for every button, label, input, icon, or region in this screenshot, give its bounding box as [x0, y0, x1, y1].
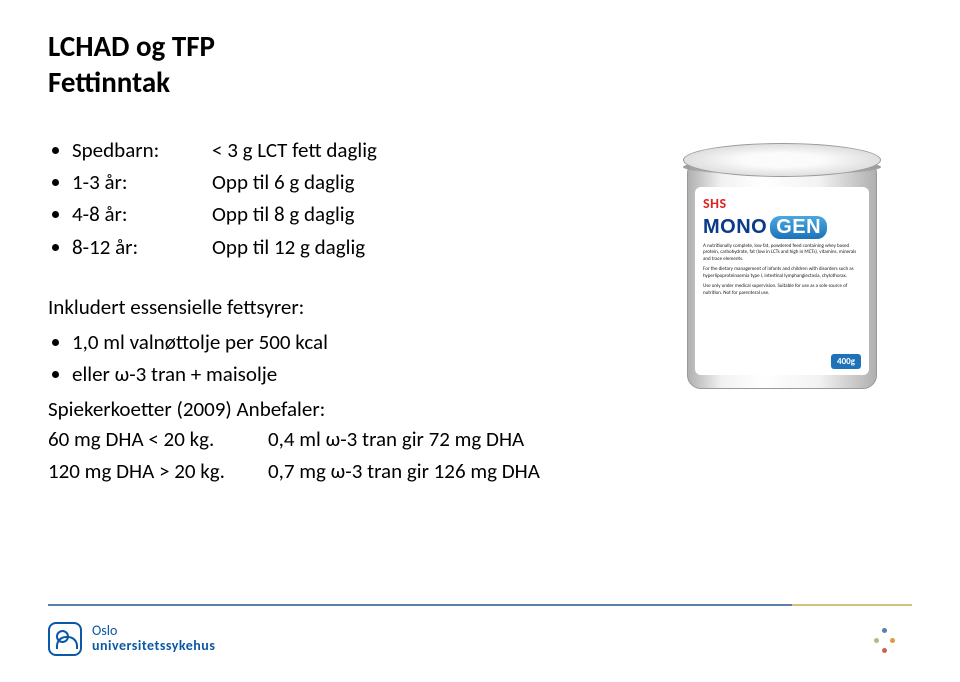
product-name-prefix: MONO [703, 216, 767, 238]
list-item: Spedbarn:< 3 g LCT fett daglig [72, 135, 632, 165]
dha-right: 0,7 mg ω-3 tran gir 126 mg DHA [268, 456, 540, 486]
footer-dots-icon [872, 626, 902, 656]
product-blurb: Use only under medical supervision. Suit… [703, 283, 861, 296]
reference-line: Spiekerkoetter (2009) Anbefaler: [48, 394, 632, 424]
list-item: 8-12 år:Opp til 12 g daglig [72, 232, 632, 262]
can-lid [683, 143, 881, 177]
slide: LCHAD og TFP Fettinntak Spedbarn:< 3 g L… [0, 0, 960, 682]
essential-bullets: 1,0 ml valnøttolje per 500 kcal eller ω-… [48, 327, 632, 390]
dot-icon [882, 628, 887, 633]
list-item: 4-8 år:Opp til 8 g daglig [72, 199, 632, 229]
title-line-1: LCHAD og TFP [48, 28, 215, 64]
slide-footer: Oslo universitetssykehus [0, 604, 960, 682]
age-intake-list: Spedbarn:< 3 g LCT fett daglig 1-3 år:Op… [48, 135, 632, 263]
age-value: < 3 g LCT fett daglig [212, 135, 377, 165]
footer-rule [48, 604, 912, 606]
age-label: 8-12 år: [72, 232, 212, 262]
can-label: SHS MONOGEN A nutritionally complete, lo… [695, 187, 869, 375]
product-blurb: A nutritionally complete, low fat, powde… [703, 243, 861, 263]
dha-left: 120 mg DHA > 20 kg. [48, 456, 268, 486]
product-blurb: For the dietary management of infants an… [703, 266, 861, 279]
footer-rule-accent [792, 604, 912, 606]
essential-heading: Inkludert essensielle fettsyrer: [48, 292, 632, 322]
list-item: 1-3 år:Opp til 6 g daglig [72, 167, 632, 197]
brand-prefix: SHS [703, 195, 861, 212]
dha-row: 120 mg DHA > 20 kg. 0,7 mg ω-3 tran gir … [48, 456, 632, 486]
dha-row: 60 mg DHA < 20 kg. 0,4 ml ω-3 tran gir 7… [48, 424, 632, 454]
dha-left: 60 mg DHA < 20 kg. [48, 424, 268, 454]
logo-text: Oslo universitetssykehus [92, 624, 215, 653]
slide-title: LCHAD og TFP Fettinntak [48, 28, 912, 101]
product-image-column: SHS MONOGEN A nutritionally complete, lo… [652, 135, 912, 489]
age-label: Spedbarn: [72, 135, 212, 165]
product-name: MONOGEN [703, 216, 861, 239]
product-name-suffix: GEN [770, 216, 827, 239]
content-row: Spedbarn:< 3 g LCT fett daglig 1-3 år:Op… [48, 135, 912, 489]
dot-icon [890, 638, 895, 643]
dot-icon [874, 638, 879, 643]
title-line-2: Fettinntak [48, 64, 170, 100]
product-weight-badge: 400g [831, 354, 861, 369]
logo-mark-icon [48, 622, 82, 656]
logo-line-2: universitetssykehus [92, 639, 215, 654]
dot-icon [882, 648, 887, 653]
text-column: Spedbarn:< 3 g LCT fett daglig 1-3 år:Op… [48, 135, 632, 489]
age-value: Opp til 8 g daglig [212, 199, 355, 229]
list-item: eller ω-3 tran + maisolje [72, 359, 632, 389]
hospital-logo: Oslo universitetssykehus [48, 622, 215, 656]
age-label: 4-8 år: [72, 199, 212, 229]
list-item: 1,0 ml valnøttolje per 500 kcal [72, 327, 632, 357]
age-label: 1-3 år: [72, 167, 212, 197]
dha-right: 0,4 ml ω-3 tran gir 72 mg DHA [268, 424, 524, 454]
age-value: Opp til 6 g daglig [212, 167, 355, 197]
age-value: Opp til 12 g daglig [212, 232, 365, 262]
product-can-illustration: SHS MONOGEN A nutritionally complete, lo… [677, 135, 887, 395]
